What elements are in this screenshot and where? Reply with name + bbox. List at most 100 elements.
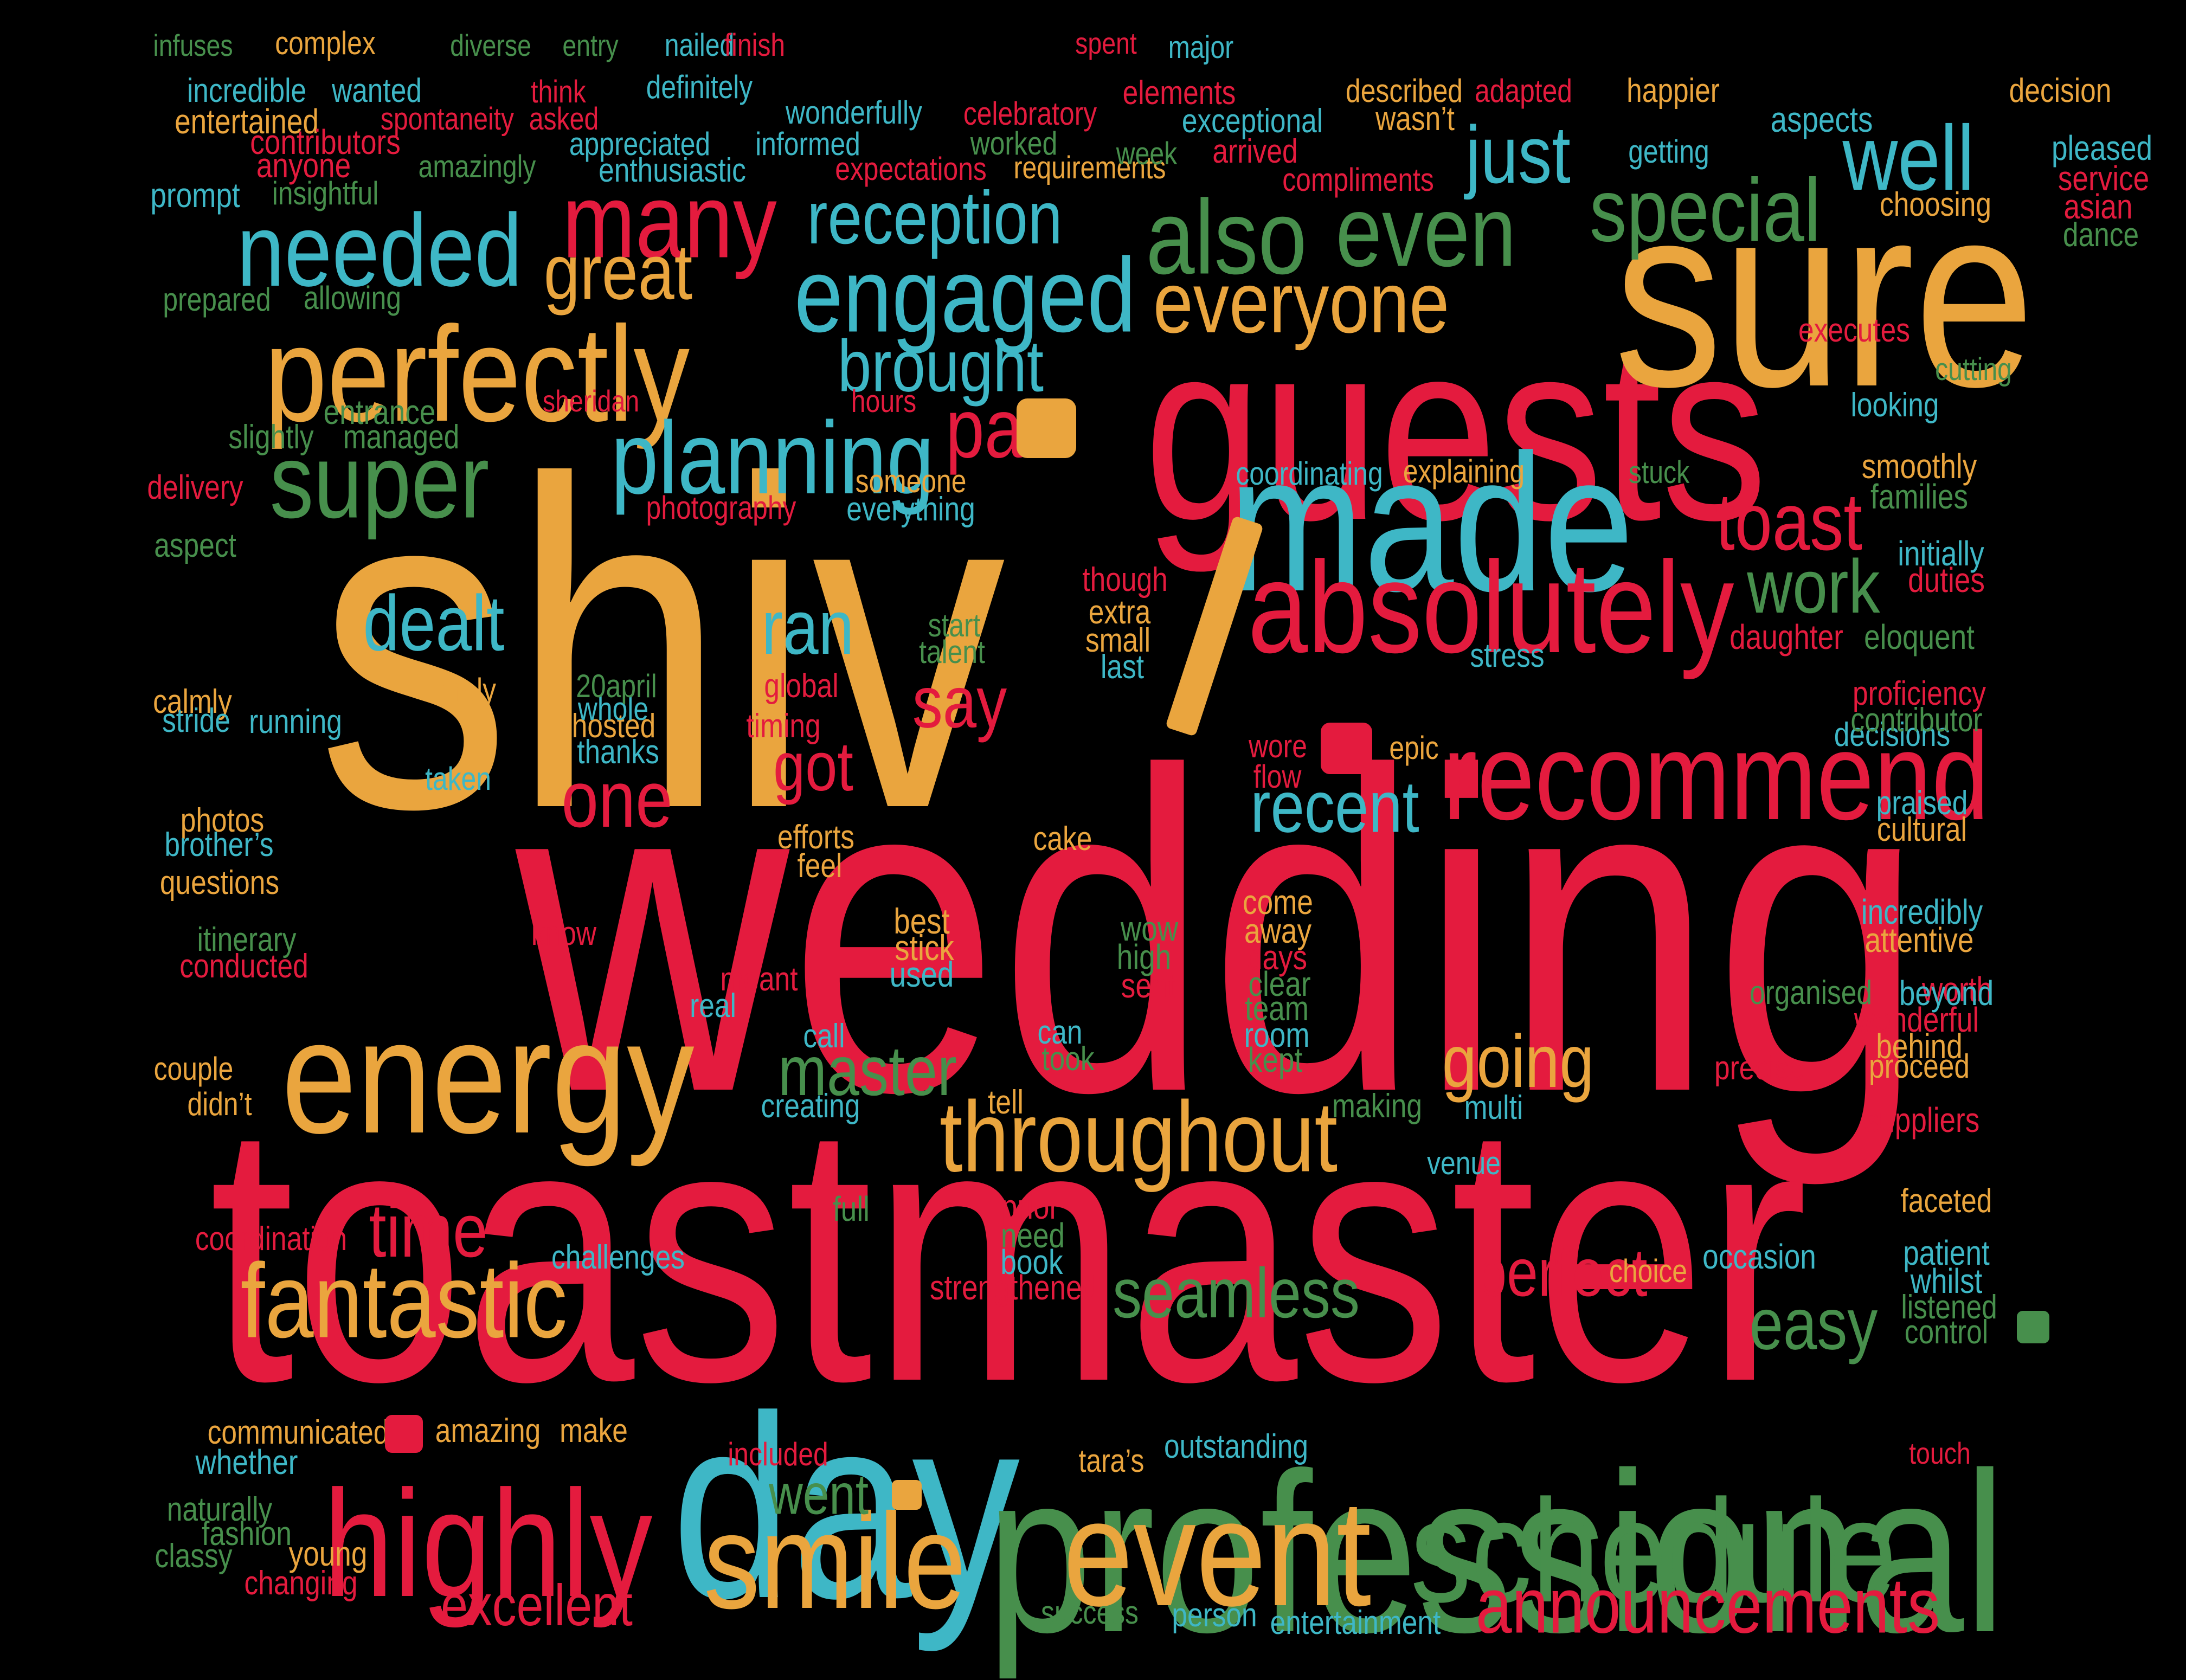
word-sheridan: sheridan bbox=[542, 384, 640, 418]
word-20april: 20april bbox=[576, 668, 657, 704]
word-perfect: perfect bbox=[1475, 1235, 1648, 1311]
word-toast: toast bbox=[1716, 476, 1862, 567]
word-conducted: conducted bbox=[179, 948, 308, 985]
word-changing: changing bbox=[244, 1565, 358, 1602]
word-behind: behind bbox=[1876, 1027, 1963, 1066]
word-getting: getting bbox=[1628, 133, 1709, 170]
word-strengthened: strengthened bbox=[929, 1268, 1098, 1307]
word-global: global bbox=[764, 667, 839, 705]
word-can: can bbox=[1037, 1014, 1083, 1051]
word-one: one bbox=[561, 755, 673, 844]
word-planning: planning bbox=[610, 401, 935, 516]
word-contributors: contributors bbox=[250, 123, 401, 162]
word-also: also bbox=[1146, 178, 1307, 297]
word-extra: extra bbox=[1088, 594, 1151, 631]
word-definitely: definitely bbox=[646, 69, 753, 105]
word-choosing: choosing bbox=[1880, 186, 1991, 223]
word-talent: talent bbox=[919, 634, 985, 670]
word-just: just bbox=[1465, 109, 1571, 200]
word-finish: finish bbox=[724, 28, 786, 63]
word-listened: listened bbox=[1901, 1289, 1997, 1326]
word-worth: worth bbox=[1922, 970, 1992, 1009]
word-wonderfully: wonderfully bbox=[786, 94, 922, 131]
word-asked: asked bbox=[529, 101, 599, 137]
word-venue: venue bbox=[1427, 1145, 1501, 1181]
word-executes: executes bbox=[1798, 312, 1910, 349]
word-efforts: efforts bbox=[777, 819, 855, 856]
word-everyone: everyone bbox=[1153, 254, 1450, 351]
word-tara-s: tara’s bbox=[1078, 1443, 1145, 1479]
word-great: great bbox=[543, 228, 693, 316]
word-hosted: hosted bbox=[571, 707, 656, 745]
word-highly: highly bbox=[323, 1459, 653, 1628]
word-schedule: schedule bbox=[1410, 1470, 1897, 1633]
word-stick: stick bbox=[895, 928, 954, 968]
word-hours: hours bbox=[851, 384, 917, 419]
word-amazingly: amazingly bbox=[418, 149, 536, 184]
word-whether: whether bbox=[195, 1443, 298, 1482]
word-photography: photography bbox=[646, 490, 796, 526]
word-duties: duties bbox=[1908, 561, 1985, 600]
word-spontaneity: spontaneity bbox=[380, 101, 515, 137]
word-away: away bbox=[1244, 911, 1312, 950]
word-taken: taken bbox=[425, 761, 491, 797]
word-coordination: coordination bbox=[195, 1220, 348, 1258]
word-seamless: seamless bbox=[1113, 1253, 1360, 1333]
word-excellent: excellent bbox=[441, 1572, 633, 1638]
word-fantastic: fantastic bbox=[240, 1241, 568, 1360]
word-aspect: aspect bbox=[154, 527, 236, 564]
word-best: best bbox=[893, 901, 950, 941]
word-well: well bbox=[1842, 107, 1975, 210]
word-guests: guests bbox=[1144, 288, 1767, 573]
square-mark bbox=[1017, 398, 1076, 458]
word-brother-s: brother’s bbox=[164, 826, 274, 864]
word-high: high bbox=[1116, 937, 1172, 976]
word-toastmaster: toastmaster bbox=[209, 1046, 1808, 1458]
word-start: start bbox=[928, 607, 981, 643]
word-meant: meant bbox=[720, 961, 798, 998]
word-major: major bbox=[1168, 30, 1234, 65]
word-engaged: engaged bbox=[794, 236, 1136, 355]
word-full: full bbox=[833, 1189, 870, 1228]
word-outstanding: outstanding bbox=[1163, 1428, 1309, 1465]
word-multi: multi bbox=[1464, 1089, 1523, 1127]
word-week: week bbox=[1116, 136, 1178, 171]
word-made: made bbox=[1229, 414, 1634, 632]
word-team: team bbox=[1244, 989, 1309, 1028]
word-easy: easy bbox=[1749, 1283, 1878, 1365]
word-allowing: allowing bbox=[304, 280, 401, 316]
word-everything: everything bbox=[846, 491, 975, 528]
word-entertained: entertained bbox=[175, 102, 319, 141]
square-mark bbox=[2017, 1311, 2049, 1343]
word-celebratory: celebratory bbox=[963, 95, 1097, 132]
word-brought: brought bbox=[837, 325, 1044, 407]
word-expectations: expectations bbox=[835, 151, 987, 187]
word-recommend: recommend bbox=[1443, 706, 1989, 846]
word-proceed: proceed bbox=[1869, 1048, 1970, 1085]
word-insightful: insightful bbox=[272, 175, 379, 211]
word-stuck: stuck bbox=[1628, 455, 1690, 490]
word-decision: decision bbox=[2009, 72, 2112, 110]
word-special: special bbox=[1589, 160, 1821, 260]
word-diverse: diverse bbox=[450, 28, 531, 62]
word-come: come bbox=[1243, 883, 1313, 922]
word-nailed: nailed bbox=[664, 28, 735, 63]
word-timely: timely bbox=[425, 672, 497, 708]
word-person: person bbox=[1172, 1597, 1257, 1634]
word-informed: informed bbox=[755, 126, 860, 162]
word-organised: organised bbox=[1749, 974, 1873, 1012]
word-know: know bbox=[531, 915, 597, 952]
word-wanted: wanted bbox=[332, 72, 422, 110]
word-professional: professional bbox=[987, 1426, 2006, 1680]
word-last: last bbox=[1100, 648, 1145, 686]
word-young: young bbox=[288, 1534, 368, 1573]
word-couple: couple bbox=[153, 1051, 234, 1087]
word-incredibly: incredibly bbox=[1861, 892, 1983, 931]
word-didn-t: didn’t bbox=[187, 1086, 252, 1122]
square-mark bbox=[891, 1479, 922, 1510]
word-prior: prior bbox=[1001, 1187, 1059, 1226]
word-smoothly: smoothly bbox=[1861, 447, 1977, 486]
word-eloquent: eloquent bbox=[1864, 617, 1975, 656]
word-need: need bbox=[1000, 1216, 1065, 1255]
